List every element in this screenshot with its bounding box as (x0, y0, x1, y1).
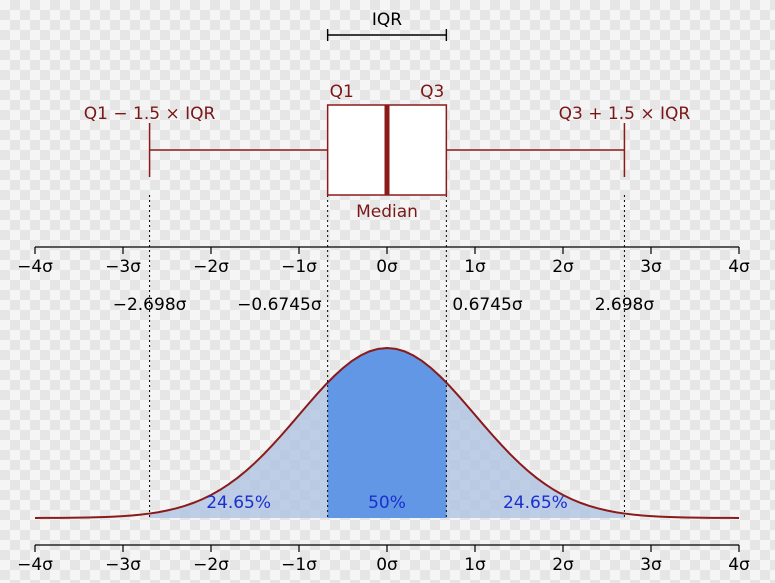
sigma-axis-top-tick-label: −2σ (193, 257, 229, 277)
quartile-sigma-label: 0.6745σ (452, 295, 522, 315)
quartile-sigma-label: −2.698σ (113, 295, 187, 315)
whisker-left-label: Q1 − 1.5 × IQR (84, 104, 216, 124)
sigma-axis-bottom-tick-label: 2σ (552, 555, 574, 575)
sigma-axis-bottom-tick-label: −4σ (17, 555, 53, 575)
region-pct-label: 24.65% (206, 493, 271, 513)
quartile-sigma-label: −0.6745σ (237, 295, 322, 315)
boxplot-normal-diagram: −4σ −3σ −2σ −1σ 0σ 1σ 2σ 3σ 4σ −4σ −3σ −2σ −1σ 0σ 1σ 2σ… (0, 0, 775, 583)
iqr-label: IQR (372, 10, 402, 30)
q3-label: Q3 (420, 82, 444, 102)
region-pct-label: 24.65% (503, 493, 568, 513)
sigma-axis-bottom-tick-label: 0σ (376, 555, 398, 575)
sigma-axis-top-tick-label: 2σ (552, 257, 574, 277)
quartile-sigma-label: 2.698σ (595, 295, 655, 315)
sigma-axis-bottom-tick-label: 3σ (640, 555, 662, 575)
median-label: Median (356, 202, 418, 222)
sigma-axis-top-tick-label: 1σ (464, 257, 486, 277)
sigma-axis-top-tick-label: −3σ (105, 257, 141, 277)
sigma-axis-top-tick-label: −1σ (281, 257, 317, 277)
sigma-axis-bottom-tick-label: 1σ (464, 555, 486, 575)
sigma-axis-top-tick-label: 0σ (376, 257, 398, 277)
sigma-axis-bottom-tick-label: −1σ (281, 555, 317, 575)
whisker-right-label: Q3 + 1.5 × IQR (559, 104, 691, 124)
sigma-axis-bottom-tick-label: 4σ (728, 555, 750, 575)
region-pct-label: 50% (368, 493, 406, 513)
sigma-axis-bottom-tick-label: −2σ (193, 555, 229, 575)
sigma-axis-top-tick-label: 4σ (728, 257, 750, 277)
q1-label: Q1 (330, 82, 354, 102)
sigma-axis-top-tick-label: −4σ (17, 257, 53, 277)
sigma-axis-bottom-tick-label: −3σ (105, 555, 141, 575)
sigma-axis-top-tick-label: 3σ (640, 257, 662, 277)
